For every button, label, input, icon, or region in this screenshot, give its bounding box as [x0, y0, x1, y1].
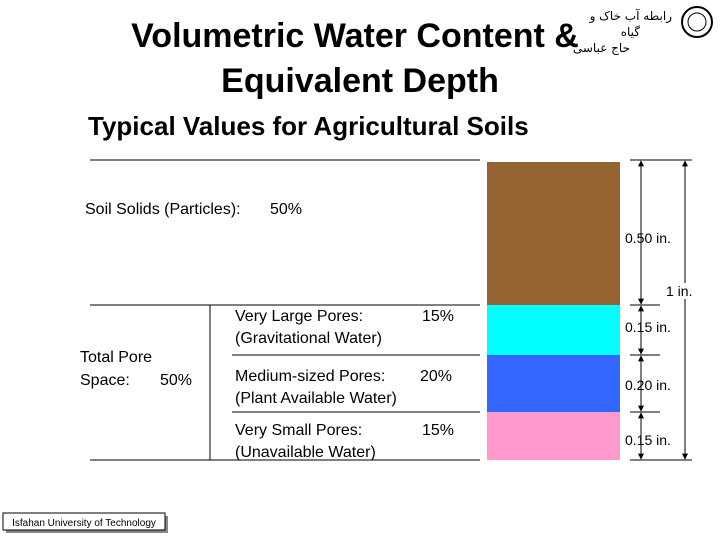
medium-pore-block: [487, 355, 620, 412]
depth: 1 in.: [666, 283, 692, 299]
label: (Plant Available Water): [235, 390, 397, 407]
label: Medium-sized Pores:: [235, 368, 385, 385]
depth: 0.50 in.: [625, 230, 671, 246]
percent: 50%: [160, 372, 192, 389]
label-bg: [664, 283, 700, 299]
label: Soil Solids (Particles):: [85, 201, 241, 218]
footer-box: [2, 512, 166, 531]
label: Total Pore: [80, 349, 152, 366]
depth: 0.15 in.: [625, 432, 671, 448]
percent: 50%: [270, 201, 302, 218]
percent: 15%: [422, 308, 454, 325]
percent: 15%: [422, 422, 454, 439]
solids-block: [487, 162, 620, 305]
title: Volumetric Water Content &: [131, 17, 579, 55]
large-pore-block: [487, 305, 620, 355]
persian-line: رابطه آب خاک و: [589, 8, 673, 24]
title: Equivalent Depth: [221, 62, 499, 100]
persian-line: حاج عباسی: [573, 41, 630, 55]
label: (Unavailable Water): [235, 444, 376, 461]
percent: 20%: [420, 368, 452, 385]
label: Very Large Pores:: [235, 308, 363, 325]
small-pore-block: [487, 412, 620, 460]
label: Very Small Pores:: [235, 422, 362, 439]
subtitle: Typical Values for Agricultural Soils: [88, 111, 529, 141]
depth: 0.20 in.: [625, 377, 671, 393]
logo: [681, 6, 713, 38]
depth: 0.15 in.: [625, 319, 671, 335]
footer: Isfahan University of Technology: [12, 518, 156, 529]
persian-line: گیاه: [621, 25, 641, 39]
label: (Gravitational Water): [235, 330, 382, 347]
logo-inner: [687, 12, 707, 32]
label: Space:: [80, 372, 130, 389]
